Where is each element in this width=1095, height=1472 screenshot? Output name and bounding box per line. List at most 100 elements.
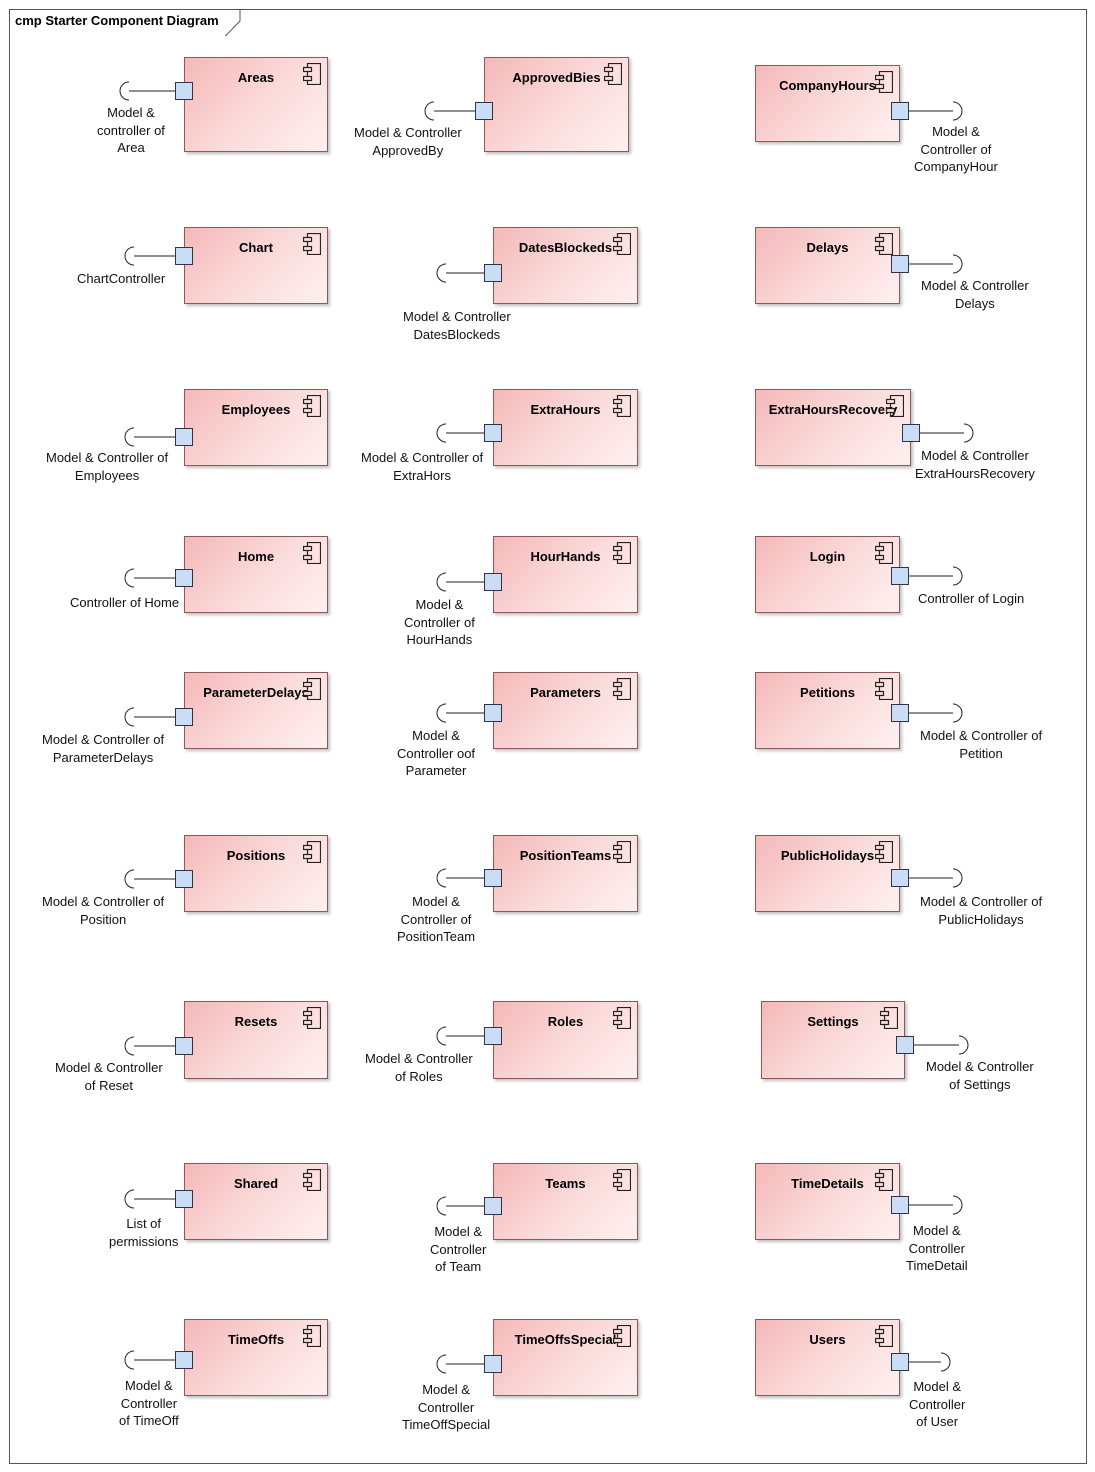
component-time-offs-special[interactable]: TimeOffsSpecial: [493, 1319, 638, 1396]
interface-label-employees: Model & Controller of Employees: [46, 450, 169, 483]
port-extra-hours[interactable]: [484, 424, 502, 442]
component-users[interactable]: Users: [755, 1319, 900, 1396]
port-dates-blockeds[interactable]: [484, 264, 502, 282]
component-parameter-delays[interactable]: ParameterDelays: [184, 672, 328, 749]
interface-label-settings: Model & Controller of Settings: [926, 1059, 1034, 1092]
interface-socket-shared: [124, 1189, 135, 1209]
component-icon: [874, 70, 894, 94]
interface-socket-users: [940, 1352, 951, 1372]
component-icon: [879, 1006, 899, 1030]
interface-socket-company-hours: [952, 101, 963, 121]
port-petitions[interactable]: [891, 704, 909, 722]
component-public-holidays[interactable]: PublicHolidays: [755, 835, 900, 912]
component-name: ParameterDelays: [203, 685, 309, 700]
port-parameters[interactable]: [484, 704, 502, 722]
interface-label-position-teams: Model & Controller of PositionTeam: [397, 894, 476, 944]
interface-socket-employees: [124, 427, 135, 447]
component-chart[interactable]: Chart: [184, 227, 328, 304]
component-icon: [302, 232, 322, 256]
interface-socket-settings: [958, 1035, 969, 1055]
port-extra-hours-recovery[interactable]: [902, 424, 920, 442]
interface-label-roles: Model & Controller of Roles: [365, 1051, 473, 1084]
interface-socket-chart: [124, 246, 135, 266]
port-company-hours[interactable]: [891, 102, 909, 120]
interface-socket-resets: [124, 1036, 135, 1056]
component-icon: [874, 1168, 894, 1192]
port-roles[interactable]: [484, 1027, 502, 1045]
component-icon: [302, 840, 322, 864]
interface-socket-home: [124, 568, 135, 588]
port-delays[interactable]: [891, 255, 909, 273]
component-delays[interactable]: Delays: [755, 227, 900, 304]
component-dates-blockeds[interactable]: DatesBlockeds: [493, 227, 638, 304]
interface-socket-time-details: [952, 1195, 963, 1215]
component-icon: [302, 62, 322, 86]
component-time-details[interactable]: TimeDetails: [755, 1163, 900, 1240]
port-approved-bies[interactable]: [475, 102, 493, 120]
port-hour-hands[interactable]: [484, 573, 502, 591]
port-shared[interactable]: [175, 1190, 193, 1208]
component-roles[interactable]: Roles: [493, 1001, 638, 1079]
interface-label-parameter-delays: Model & Controller of ParameterDelays: [42, 732, 165, 765]
component-parameters[interactable]: Parameters: [493, 672, 638, 749]
port-time-offs-special[interactable]: [484, 1355, 502, 1373]
interface-socket-parameter-delays: [124, 707, 135, 727]
component-name: PositionTeams: [519, 848, 612, 863]
interface-label-time-details: Model & Controller TimeDetail: [906, 1223, 968, 1273]
port-resets[interactable]: [175, 1037, 193, 1055]
component-home[interactable]: Home: [184, 536, 328, 613]
port-users[interactable]: [891, 1353, 909, 1371]
component-position-teams[interactable]: PositionTeams: [493, 835, 638, 912]
component-positions[interactable]: Positions: [184, 835, 328, 912]
port-chart[interactable]: [175, 247, 193, 265]
port-time-details[interactable]: [891, 1196, 909, 1214]
port-login[interactable]: [891, 567, 909, 585]
port-time-offs[interactable]: [175, 1351, 193, 1369]
diagram-title: cmp Starter Component Diagram: [15, 13, 219, 28]
interface-socket-time-offs-special: [436, 1354, 447, 1374]
interface-label-public-holidays: Model & Controller of PublicHolidays: [920, 894, 1043, 927]
port-areas[interactable]: [175, 82, 193, 100]
component-extra-hours[interactable]: ExtraHours: [493, 389, 638, 466]
interface-label-extra-hours: Model & Controller of ExtraHors: [361, 450, 484, 483]
component-name: Shared: [233, 1176, 279, 1191]
port-parameter-delays[interactable]: [175, 708, 193, 726]
component-icon: [612, 677, 632, 701]
interface-label-chart: ChartController: [77, 271, 166, 286]
component-icon: [885, 394, 905, 418]
port-settings[interactable]: [896, 1036, 914, 1054]
component-name: Settings: [807, 1014, 859, 1029]
component-employees[interactable]: Employees: [184, 389, 328, 466]
component-icon: [612, 232, 632, 256]
component-areas[interactable]: Areas: [184, 57, 328, 152]
interface-label-time-offs-special: Model & Controller TimeOffSpecial: [402, 1382, 491, 1432]
component-login[interactable]: Login: [755, 536, 900, 613]
component-name: HourHands: [530, 549, 601, 564]
component-extra-hours-recovery[interactable]: ExtraHoursRecovery: [755, 389, 911, 466]
component-icon: [874, 840, 894, 864]
component-hour-hands[interactable]: HourHands: [493, 536, 638, 613]
component-name: PublicHolidays: [780, 848, 875, 863]
component-name: Parameters: [530, 685, 601, 700]
component-shared[interactable]: Shared: [184, 1163, 328, 1240]
component-settings[interactable]: Settings: [761, 1001, 905, 1079]
interface-socket-dates-blockeds: [436, 263, 447, 283]
port-positions[interactable]: [175, 870, 193, 888]
port-home[interactable]: [175, 569, 193, 587]
component-resets[interactable]: Resets: [184, 1001, 328, 1079]
port-position-teams[interactable]: [484, 869, 502, 887]
port-teams[interactable]: [484, 1197, 502, 1215]
component-name: ExtraHours: [530, 402, 601, 417]
component-name: CompanyHours: [779, 78, 876, 93]
interface-label-hour-hands: Model & Controller of HourHands: [404, 597, 475, 647]
port-employees[interactable]: [175, 428, 193, 446]
port-public-holidays[interactable]: [891, 869, 909, 887]
component-icon: [302, 541, 322, 565]
component-time-offs[interactable]: TimeOffs: [184, 1319, 328, 1396]
component-approved-bies[interactable]: ApprovedBies: [484, 57, 629, 152]
component-icon: [603, 62, 623, 86]
component-teams[interactable]: Teams: [493, 1163, 638, 1240]
component-icon: [302, 1168, 322, 1192]
component-company-hours[interactable]: CompanyHours: [755, 65, 900, 142]
component-petitions[interactable]: Petitions: [755, 672, 900, 749]
